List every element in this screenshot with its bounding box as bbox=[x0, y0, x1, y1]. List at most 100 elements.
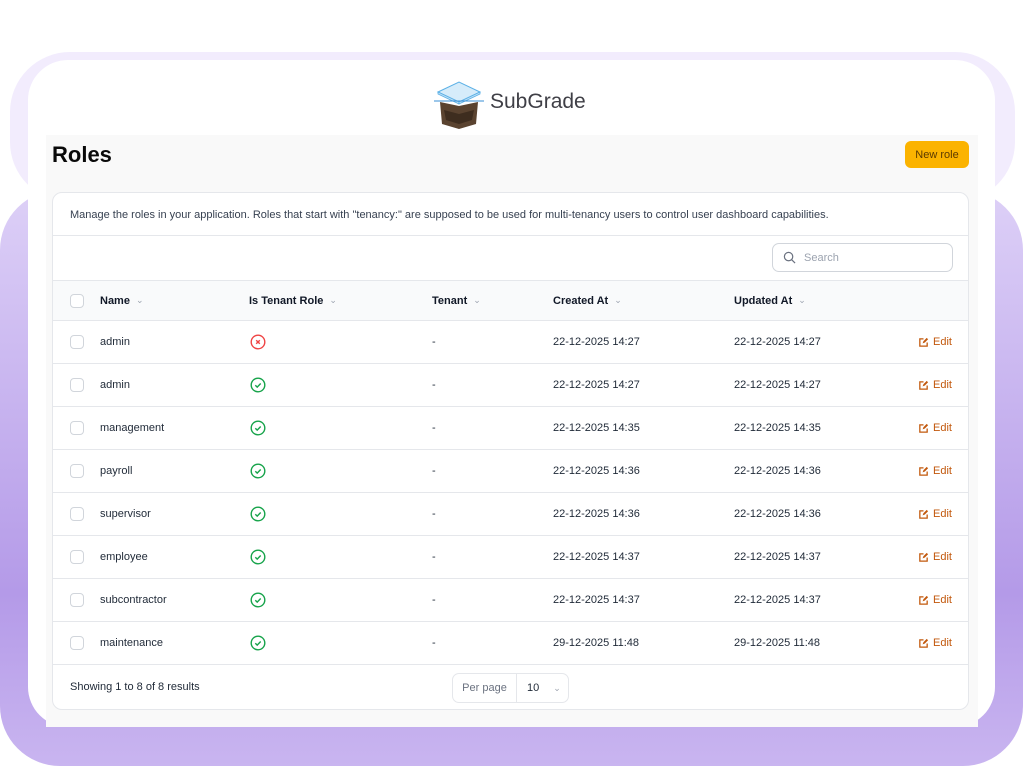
search-input[interactable]: Search bbox=[772, 243, 953, 272]
per-page-value: 10 bbox=[527, 682, 540, 694]
created-at: 22-12-2025 14:27 bbox=[553, 379, 640, 391]
is-tenant-role-status bbox=[250, 334, 266, 350]
edit-icon bbox=[919, 638, 929, 648]
per-page-label: Per page bbox=[453, 674, 517, 702]
search-icon bbox=[783, 251, 796, 264]
table-row: payroll - 22-12-2025 14:36 22-12-2025 14… bbox=[53, 450, 968, 493]
chevron-down-icon: ⌄ bbox=[135, 295, 144, 305]
new-role-button[interactable]: New role bbox=[905, 141, 969, 168]
select-all-checkbox[interactable] bbox=[70, 293, 84, 308]
tenant: - bbox=[432, 551, 436, 563]
per-page-select[interactable]: Per page 10 ⌄ bbox=[452, 673, 569, 703]
edit-label: Edit bbox=[933, 465, 952, 477]
edit-label: Edit bbox=[933, 508, 952, 520]
edit-icon bbox=[919, 509, 929, 519]
table-row: management - 22-12-2025 14:35 22-12-2025… bbox=[53, 407, 968, 450]
check-circle-icon bbox=[250, 377, 266, 393]
check-circle-icon bbox=[250, 420, 266, 436]
tenant: - bbox=[432, 336, 436, 348]
tenant: - bbox=[432, 422, 436, 434]
table-row: admin - 22-12-2025 14:27 22-12-2025 14:2… bbox=[53, 321, 968, 364]
page-description: Manage the roles in your application. Ro… bbox=[53, 193, 968, 236]
subgrade-logo-icon bbox=[434, 81, 484, 129]
updated-at: 22-12-2025 14:36 bbox=[734, 465, 821, 477]
check-circle-icon bbox=[250, 549, 266, 565]
edit-button[interactable]: Edit bbox=[918, 594, 952, 606]
edit-button[interactable]: Edit bbox=[918, 422, 952, 434]
edit-icon bbox=[919, 552, 929, 562]
is-tenant-role-status bbox=[250, 463, 266, 479]
table-toolbar: Search bbox=[53, 236, 968, 281]
row-checkbox[interactable] bbox=[70, 550, 84, 564]
row-checkbox[interactable] bbox=[70, 421, 84, 435]
row-checkbox[interactable] bbox=[70, 593, 84, 607]
created-at: 22-12-2025 14:27 bbox=[553, 336, 640, 348]
updated-at: 22-12-2025 14:35 bbox=[734, 422, 821, 434]
row-checkbox[interactable] bbox=[70, 507, 84, 521]
table-header-row: Name ⌄ Is Tenant Role ⌄ Tenant ⌄ Created At… bbox=[53, 281, 968, 321]
roles-table-panel: Manage the roles in your application. Ro… bbox=[52, 192, 969, 710]
row-checkbox[interactable] bbox=[70, 464, 84, 478]
column-header-is-tenant-role[interactable]: Is Tenant Role ⌄ bbox=[249, 295, 337, 307]
role-name: subcontractor bbox=[100, 594, 167, 606]
created-at: 22-12-2025 14:37 bbox=[553, 551, 640, 563]
role-name: employee bbox=[100, 551, 148, 563]
role-name: admin bbox=[100, 336, 130, 348]
column-header-updated-at[interactable]: Updated At ⌄ bbox=[734, 295, 806, 307]
column-header-name[interactable]: Name ⌄ bbox=[100, 295, 144, 307]
brand-logo: SubGrade bbox=[434, 74, 586, 130]
edit-label: Edit bbox=[933, 422, 952, 434]
chevron-down-icon: ⌄ bbox=[614, 295, 622, 305]
column-label: Is Tenant Role bbox=[249, 294, 324, 307]
column-label: Name bbox=[100, 294, 130, 307]
is-tenant-role-status bbox=[250, 549, 266, 565]
updated-at: 22-12-2025 14:27 bbox=[734, 336, 821, 348]
check-circle-icon bbox=[250, 592, 266, 608]
table-row: maintenance - 29-12-2025 11:48 29-12-202… bbox=[53, 622, 968, 665]
edit-button[interactable]: Edit bbox=[918, 551, 952, 563]
check-circle-icon bbox=[250, 635, 266, 651]
row-checkbox[interactable] bbox=[70, 636, 84, 650]
edit-button[interactable]: Edit bbox=[918, 336, 952, 348]
edit-button[interactable]: Edit bbox=[918, 379, 952, 391]
table-row: admin - 22-12-2025 14:27 22-12-2025 14:2… bbox=[53, 364, 968, 407]
updated-at: 22-12-2025 14:37 bbox=[734, 594, 821, 606]
tenant: - bbox=[432, 465, 436, 477]
updated-at: 29-12-2025 11:48 bbox=[734, 637, 821, 649]
table-row: supervisor - 22-12-2025 14:36 22-12-2025… bbox=[53, 493, 968, 536]
column-label: Tenant bbox=[432, 294, 468, 307]
is-tenant-role-status bbox=[250, 592, 266, 608]
chevron-down-icon: ⌄ bbox=[473, 295, 481, 305]
table-row: subcontractor - 22-12-2025 14:37 22-12-2… bbox=[53, 579, 968, 622]
edit-button[interactable]: Edit bbox=[918, 508, 952, 520]
chevron-down-icon: ⌄ bbox=[553, 682, 561, 693]
edit-button[interactable]: Edit bbox=[918, 465, 952, 477]
x-circle-icon bbox=[250, 334, 266, 350]
created-at: 22-12-2025 14:36 bbox=[553, 465, 640, 477]
edit-button[interactable]: Edit bbox=[918, 637, 952, 649]
chevron-down-icon: ⌄ bbox=[329, 295, 337, 305]
role-name: management bbox=[100, 422, 165, 434]
page-title: Roles bbox=[52, 142, 112, 167]
role-name: payroll bbox=[100, 465, 133, 477]
column-header-tenant[interactable]: Tenant ⌄ bbox=[432, 295, 481, 307]
edit-label: Edit bbox=[933, 637, 952, 649]
row-checkbox[interactable] bbox=[70, 335, 84, 349]
column-label: Updated At bbox=[734, 294, 793, 307]
tenant: - bbox=[432, 379, 436, 391]
edit-label: Edit bbox=[933, 551, 952, 563]
is-tenant-role-status bbox=[250, 420, 266, 436]
is-tenant-role-status bbox=[250, 506, 266, 522]
edit-label: Edit bbox=[933, 336, 952, 348]
row-checkbox[interactable] bbox=[70, 378, 84, 392]
role-name: maintenance bbox=[100, 637, 163, 649]
created-at: 22-12-2025 14:37 bbox=[553, 594, 640, 606]
column-header-created-at[interactable]: Created At ⌄ bbox=[553, 295, 622, 307]
updated-at: 22-12-2025 14:36 bbox=[734, 508, 821, 520]
tenant: - bbox=[432, 508, 436, 520]
results-summary: Showing 1 to 8 of 8 results bbox=[70, 681, 200, 693]
role-name: admin bbox=[100, 379, 130, 391]
table-row: employee - 22-12-2025 14:37 22-12-2025 1… bbox=[53, 536, 968, 579]
chevron-down-icon: ⌄ bbox=[798, 295, 806, 305]
role-name: supervisor bbox=[100, 508, 151, 520]
